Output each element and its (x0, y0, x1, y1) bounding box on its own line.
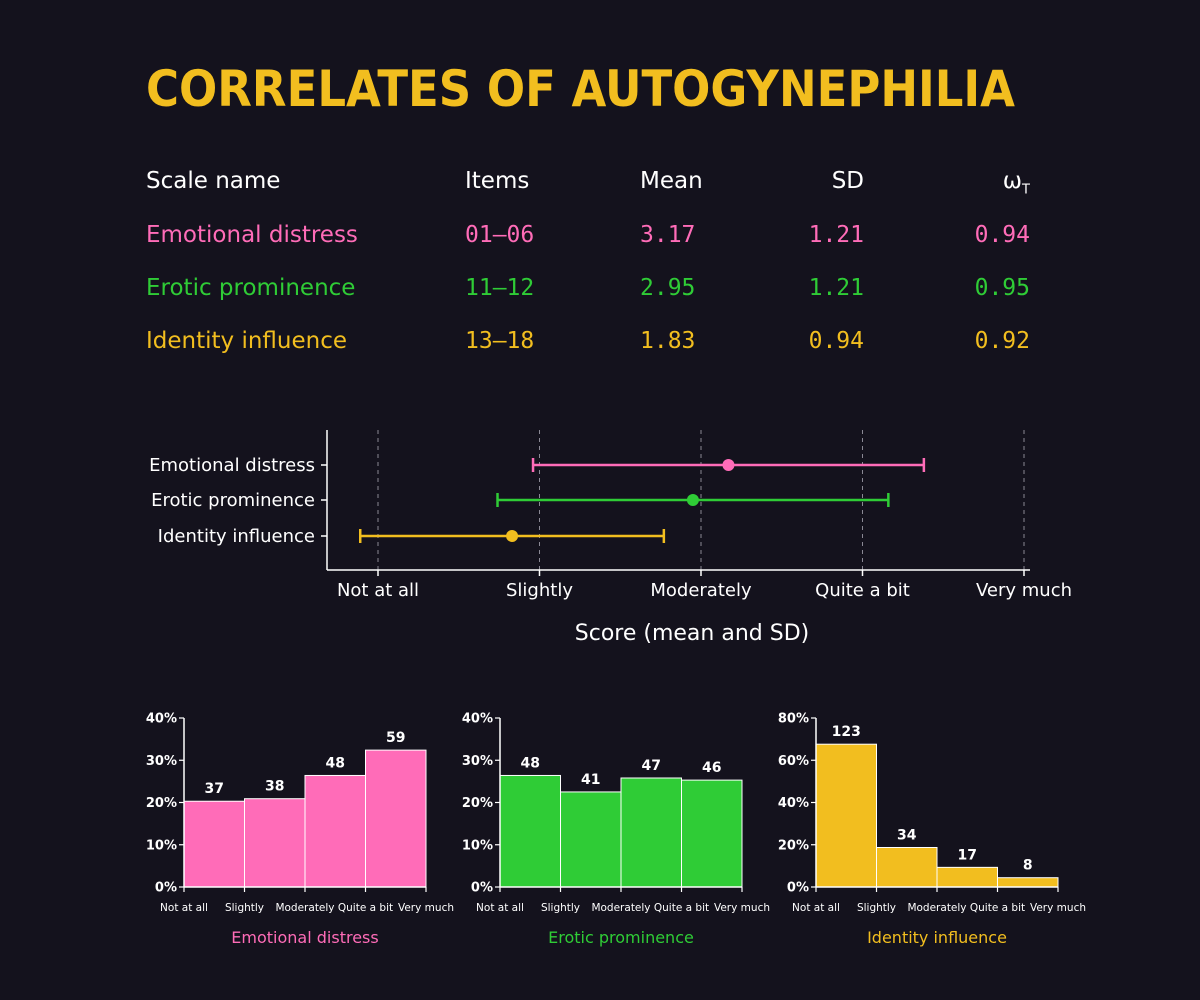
bar-count-label: 123 (832, 724, 861, 740)
y-tick-label: 40% (146, 712, 177, 727)
y-tick-label: Erotic prominence (151, 490, 315, 511)
y-tick-label: 20% (462, 796, 493, 811)
y-tick-label: 30% (146, 754, 177, 769)
x-tick-label: Very much (398, 902, 454, 914)
row-mean-emotional: 3.17 (640, 222, 696, 248)
bar-count-label: 48 (326, 755, 345, 771)
x-tick-label: Not at all (337, 580, 419, 601)
y-tick-label: 10% (146, 838, 177, 853)
x-tick-label: Very much (714, 902, 770, 914)
y-tick-label: Emotional distress (149, 455, 315, 476)
header-scale-name: Scale name (146, 168, 281, 194)
y-tick-label: 0% (787, 881, 809, 896)
x-tick-label: Not at all (160, 902, 208, 914)
y-tick-label: 60% (778, 754, 809, 769)
bar-count-label: 59 (386, 730, 405, 746)
histogram-title: Erotic prominence (548, 928, 694, 947)
x-tick-label: Quite a bit (970, 902, 1025, 914)
histogram-title: Emotional distress (231, 928, 378, 947)
histogram-bar (997, 877, 1059, 888)
histogram-bar (499, 774, 561, 888)
bar-count-label: 34 (897, 827, 917, 843)
row-omega-emotional: 0.94 (974, 222, 1030, 248)
row-name-emotional: Emotional distress (146, 222, 358, 248)
row-omega-erotic: 0.95 (974, 275, 1030, 301)
x-tick-label: Slightly (225, 902, 264, 914)
bar-count-label: 37 (205, 781, 224, 797)
y-tick-label: 40% (778, 796, 809, 811)
histogram-bar (815, 743, 877, 888)
header-omega: ωT (960, 166, 1030, 206)
x-tick-label: Slightly (541, 902, 580, 914)
bar-count-label: 17 (958, 847, 977, 863)
y-tick-label: 80% (778, 712, 809, 727)
x-tick-label: Moderately (907, 902, 966, 914)
x-tick-label: Very much (976, 580, 1072, 601)
histogram-bar (681, 779, 743, 888)
histogram-bar (620, 777, 682, 888)
omega-subscript: T (1022, 182, 1030, 198)
histogram-bar (560, 791, 622, 888)
row-items-identity: 13–18 (465, 328, 535, 354)
x-tick-label: Slightly (857, 902, 896, 914)
row-name-identity: Identity influence (146, 328, 348, 354)
header-sd: SD (831, 168, 864, 194)
row-sd-identity: 0.94 (808, 328, 864, 354)
histogram-title: Identity influence (867, 928, 1007, 947)
x-tick-label: Quite a bit (654, 902, 709, 914)
bar-count-label: 8 (1023, 858, 1033, 874)
bar-count-label: 47 (642, 758, 661, 774)
row-items-erotic: 11–12 (465, 275, 535, 301)
x-tick-label: Slightly (506, 580, 573, 601)
row-mean-identity: 1.83 (640, 328, 696, 354)
histogram-bar (936, 866, 998, 888)
x-tick-label: Moderately (650, 580, 752, 601)
x-tick-label: Moderately (591, 902, 650, 914)
y-tick-label: Identity influence (158, 526, 315, 547)
histogram-bar (244, 798, 306, 888)
x-tick-label: Quite a bit (338, 902, 393, 914)
y-tick-label: 10% (462, 838, 493, 853)
mean-point (722, 459, 735, 471)
page-title: CORRELATES OF AUTOGYNEPHILIA (146, 60, 1016, 118)
row-items-emotional: 01–06 (465, 222, 535, 248)
histogram-bar (304, 774, 366, 888)
histogram-bar (365, 749, 427, 888)
row-omega-identity: 0.92 (974, 328, 1030, 354)
bar-count-label: 38 (265, 779, 284, 795)
header-items: Items (465, 168, 530, 194)
y-tick-label: 0% (471, 881, 493, 896)
bar-count-label: 48 (521, 755, 540, 771)
mean-point (506, 530, 519, 542)
x-tick-label: Not at all (476, 902, 524, 914)
x-tick-label: Very much (1030, 902, 1086, 914)
row-mean-erotic: 2.95 (640, 275, 696, 301)
y-tick-label: 30% (462, 754, 493, 769)
x-tick-label: Moderately (275, 902, 334, 914)
bar-count-label: 41 (581, 772, 600, 788)
x-tick-label: Quite a bit (815, 580, 910, 601)
histogram-bar (876, 846, 938, 888)
y-tick-label: 20% (146, 796, 177, 811)
y-tick-label: 20% (778, 838, 809, 853)
omega-symbol: ω (1002, 168, 1023, 194)
y-tick-label: 40% (462, 712, 493, 727)
row-sd-emotional: 1.21 (808, 222, 864, 248)
row-name-erotic: Erotic prominence (146, 275, 356, 301)
row-sd-erotic: 1.21 (808, 275, 864, 301)
x-tick-label: Not at all (792, 902, 840, 914)
mean-point (686, 494, 699, 506)
y-tick-label: 0% (155, 881, 177, 896)
histogram-bar (183, 800, 245, 888)
x-axis-title: Score (mean and SD) (575, 621, 809, 646)
header-mean: Mean (640, 168, 703, 194)
bar-count-label: 46 (702, 760, 721, 776)
